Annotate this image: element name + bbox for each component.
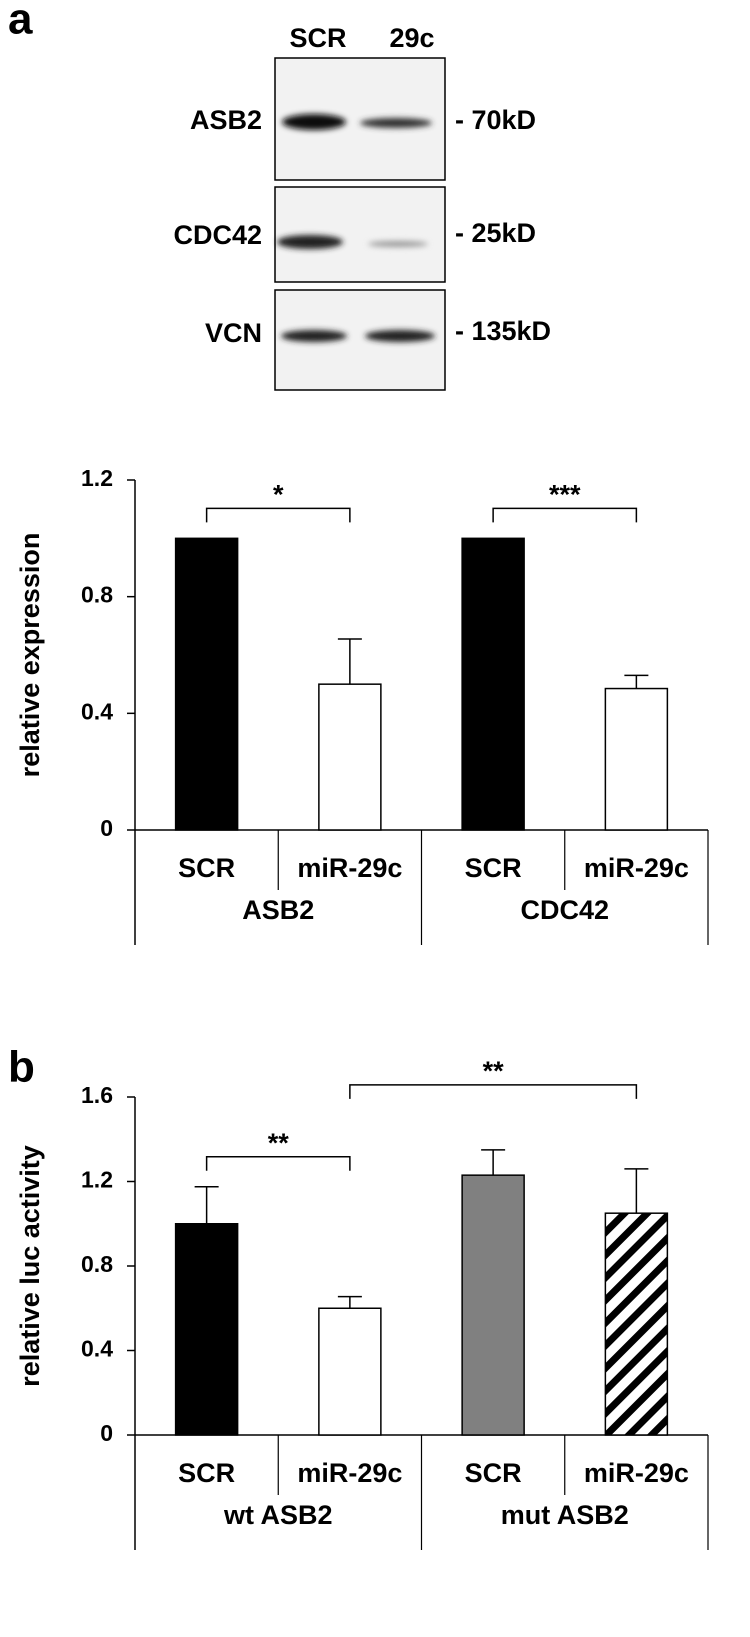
y-tick-label: 0 <box>100 1420 113 1446</box>
significance-label: ** <box>483 1056 505 1086</box>
significance-label: * <box>273 479 284 509</box>
x-tick-label: miR-29c <box>584 1458 689 1488</box>
panel-label: a <box>8 0 33 44</box>
y-axis-label: relative luc activity <box>15 1145 45 1387</box>
y-tick-label: 1.6 <box>81 1082 113 1108</box>
blot-panels <box>274 57 446 391</box>
x-tick-label: SCR <box>178 1458 235 1488</box>
x-tick-label: SCR <box>178 853 235 883</box>
lane-label: 29c <box>389 23 434 53</box>
significance-label: *** <box>549 479 581 509</box>
y-tick-label: 0.8 <box>81 582 113 608</box>
size-label: - 70kD <box>455 105 536 135</box>
lane-label: SCR <box>289 23 346 53</box>
size-label: - 25kD <box>455 218 536 248</box>
y-tick-label: 1.2 <box>81 1167 113 1193</box>
x-tick-label: miR-29c <box>297 1458 402 1488</box>
bar <box>174 537 239 831</box>
bar <box>461 537 525 831</box>
y-axis-label: relative expression <box>15 533 45 778</box>
bar <box>604 1212 669 1436</box>
bar <box>604 687 669 831</box>
protein-label: CDC42 <box>173 220 262 250</box>
y-tick-label: 0.8 <box>81 1251 113 1277</box>
bar <box>461 1174 525 1436</box>
y-tick-label: 1.2 <box>81 465 113 491</box>
significance-label: ** <box>268 1128 290 1158</box>
bar <box>318 683 382 831</box>
x-tick-label: miR-29c <box>584 853 689 883</box>
panel-label: b <box>8 1043 35 1092</box>
y-tick-label: 0 <box>100 815 113 841</box>
protein-label: ASB2 <box>190 105 262 135</box>
group-label: mut ASB2 <box>501 1500 629 1530</box>
protein-label: VCN <box>205 318 262 348</box>
group-label: wt ASB2 <box>223 1500 333 1530</box>
significance-bracket <box>205 1156 351 1171</box>
bar <box>174 1223 239 1436</box>
group-label: CDC42 <box>520 895 609 925</box>
group-label: ASB2 <box>242 895 314 925</box>
bar <box>318 1307 382 1436</box>
x-tick-label: miR-29c <box>297 853 402 883</box>
significance-bracket <box>349 1084 638 1099</box>
x-tick-label: SCR <box>465 1458 522 1488</box>
significance-bracket <box>205 507 351 523</box>
y-tick-label: 0.4 <box>81 698 113 724</box>
size-label: - 135kD <box>455 316 551 346</box>
significance-bracket <box>492 507 638 523</box>
y-tick-label: 0.4 <box>81 1336 113 1362</box>
x-tick-label: SCR <box>465 853 522 883</box>
